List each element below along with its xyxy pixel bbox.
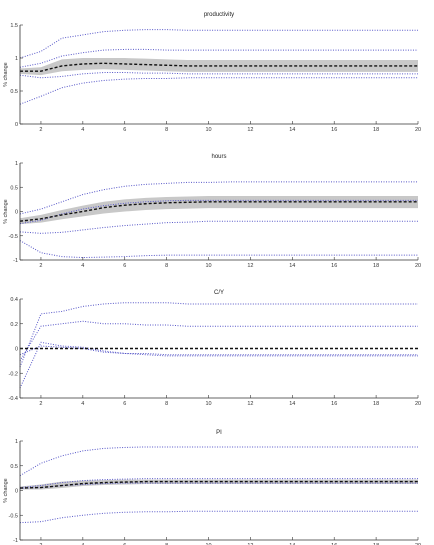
x-tick-label: 18 [373, 543, 379, 545]
x-tick-label: 16 [331, 401, 337, 407]
x-tick-label: 8 [165, 263, 168, 269]
y-tick-label: 0.5 [10, 464, 18, 470]
x-tick-label: 6 [123, 127, 126, 133]
x-tick-label: 6 [123, 263, 126, 269]
x-tick-label: 12 [247, 263, 253, 269]
x-tick-label: 12 [247, 543, 253, 545]
y-tick-label: 0 [15, 122, 18, 128]
y-axis-label: % change [3, 199, 9, 223]
y-tick-label: 1 [15, 439, 18, 445]
x-tick-label: 8 [165, 127, 168, 133]
x-tick-label: 4 [81, 263, 84, 269]
bound-line-inner-lower [19, 345, 418, 356]
bound-line-outer-lower [19, 77, 418, 105]
bound-line-outer-lower [19, 240, 418, 259]
x-tick-label: 4 [81, 127, 84, 133]
x-tick-label: 20 [415, 263, 421, 269]
y-tick-label: 1.5 [10, 23, 18, 29]
y-tick-label: 0.5 [10, 185, 18, 191]
y-tick-label: 0.4 [10, 297, 18, 303]
x-tick-label: 10 [205, 401, 211, 407]
x-tick-label: 6 [123, 543, 126, 545]
median-line [20, 62, 418, 72]
panel-2: hours% change-1-0.500.512 4 6 8 10 12 14 16 18 20 [3, 154, 421, 269]
x-tick-label: 18 [373, 263, 379, 269]
x-tick-label: 16 [331, 263, 337, 269]
x-tick-label: 10 [205, 263, 211, 269]
y-tick-label: 0 [15, 489, 18, 495]
x-tick-label: 16 [331, 543, 337, 545]
bound-line-inner-lower [19, 72, 418, 79]
bound-line-outer-upper [19, 29, 418, 59]
x-tick-label: 20 [415, 543, 421, 545]
bound-line-outer-upper [19, 302, 418, 368]
bound-line-inner-upper [19, 48, 418, 68]
x-tick-label: 20 [415, 401, 421, 407]
x-tick-label: 14 [289, 401, 295, 407]
bound-line-outer-lower [19, 341, 418, 389]
x-tick-label: 8 [165, 401, 168, 407]
y-axis-label: % change [3, 478, 9, 502]
x-tick-label: 18 [373, 127, 379, 133]
y-tick-label: -0.5 [9, 234, 18, 240]
bound-line-inner-upper [19, 199, 418, 225]
x-tick-label: 10 [205, 543, 211, 545]
panel-title: PI [216, 430, 222, 436]
y-tick-label: 1 [15, 56, 18, 62]
median-line [19, 480, 418, 489]
x-tick-label: 14 [289, 263, 295, 269]
panel-title: C/Y [214, 290, 224, 296]
y-tick-label: -1 [13, 538, 18, 544]
confidence-band [20, 58, 418, 76]
panel-1: productivity % change 0 0.5 1 1.5 2 4 6 8 10 12 14 16… [3, 12, 421, 133]
x-tick-label: 12 [247, 401, 253, 407]
x-tick-label: 2 [39, 543, 42, 545]
bound-line-outer-lower [19, 510, 418, 524]
bound-line-outer-upper [19, 181, 418, 215]
panel-3: C/Y -0.4 -0.2 0 0.2 0.4 2 4 6 8 10 12 14 16 18 20 [9, 290, 422, 407]
x-tick-label: 4 [81, 401, 84, 407]
x-tick-label: 14 [289, 127, 295, 133]
y-tick-label: -0.2 [9, 371, 18, 377]
x-tick-label: 12 [247, 127, 253, 133]
y-tick-label: 1 [15, 161, 18, 167]
x-tick-label: 4 [81, 543, 84, 545]
y-tick-label: -0.5 [9, 513, 18, 519]
bound-line-inner-lower [19, 220, 418, 234]
y-tick-label: 0.2 [10, 322, 18, 328]
panel-title: productivity [204, 12, 234, 18]
median-line [19, 201, 418, 222]
y-tick-label: 0.5 [10, 89, 18, 95]
confidence-band [20, 479, 418, 490]
x-tick-label: 8 [165, 543, 168, 545]
x-tick-label: 2 [39, 127, 42, 133]
bound-line-outer-upper [19, 446, 418, 477]
x-tick-label: 2 [39, 401, 42, 407]
x-tick-label: 18 [373, 401, 379, 407]
x-tick-label: 2 [39, 263, 42, 269]
x-tick-label: 10 [205, 127, 211, 133]
confidence-band [20, 195, 418, 225]
y-axis-label: % change [3, 62, 9, 86]
x-tick-label: 16 [331, 127, 337, 133]
y-tick-label: 0 [15, 210, 18, 216]
x-tick-label: 14 [289, 543, 295, 545]
y-tick-label: -0.4 [9, 396, 18, 402]
x-tick-label: 20 [415, 127, 421, 133]
y-tick-label: 0 [15, 347, 18, 353]
y-tick-label: -1 [13, 258, 18, 264]
x-tick-label: 6 [123, 401, 126, 407]
panel-title: hours [211, 154, 226, 160]
